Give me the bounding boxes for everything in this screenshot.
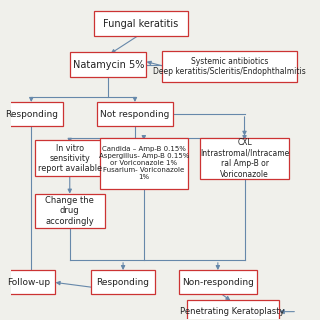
Text: Responding: Responding [97,278,149,287]
Text: Systemic antibiotics
Deep keratitis/Scleritis/Endophthalmitis: Systemic antibiotics Deep keratitis/Scle… [153,57,306,76]
Text: Penetrating Keratoplasty: Penetrating Keratoplasty [180,307,285,316]
FancyBboxPatch shape [2,270,55,294]
Text: Follow-up: Follow-up [7,278,50,287]
Text: Candida – Amp-B 0.15%
Aspergillus- Amp-B 0.15%
or Voriconazole 1%
Fusarium- Vori: Candida – Amp-B 0.15% Aspergillus- Amp-B… [99,146,189,180]
FancyBboxPatch shape [70,52,146,77]
Text: Change the
drug
accordingly: Change the drug accordingly [45,196,94,226]
FancyBboxPatch shape [94,11,188,36]
Text: Not responding: Not responding [100,109,170,118]
FancyBboxPatch shape [35,140,105,177]
FancyBboxPatch shape [97,102,173,126]
Text: Responding: Responding [5,109,58,118]
FancyBboxPatch shape [200,138,289,179]
FancyBboxPatch shape [179,270,257,294]
FancyBboxPatch shape [0,102,63,126]
Text: Non-responding: Non-responding [182,278,254,287]
FancyBboxPatch shape [35,194,105,228]
FancyBboxPatch shape [91,270,155,294]
Text: Natamycin 5%: Natamycin 5% [73,60,144,70]
FancyBboxPatch shape [100,138,188,189]
Text: Fungal keratitis: Fungal keratitis [103,19,179,28]
FancyBboxPatch shape [162,51,297,82]
Text: In vitro
sensitivity
report available: In vitro sensitivity report available [38,143,102,173]
FancyBboxPatch shape [187,300,279,320]
Text: CXL
Intrastromal/Intracame
ral Amp-B or
Voriconazole: CXL Intrastromal/Intracame ral Amp-B or … [200,138,289,179]
